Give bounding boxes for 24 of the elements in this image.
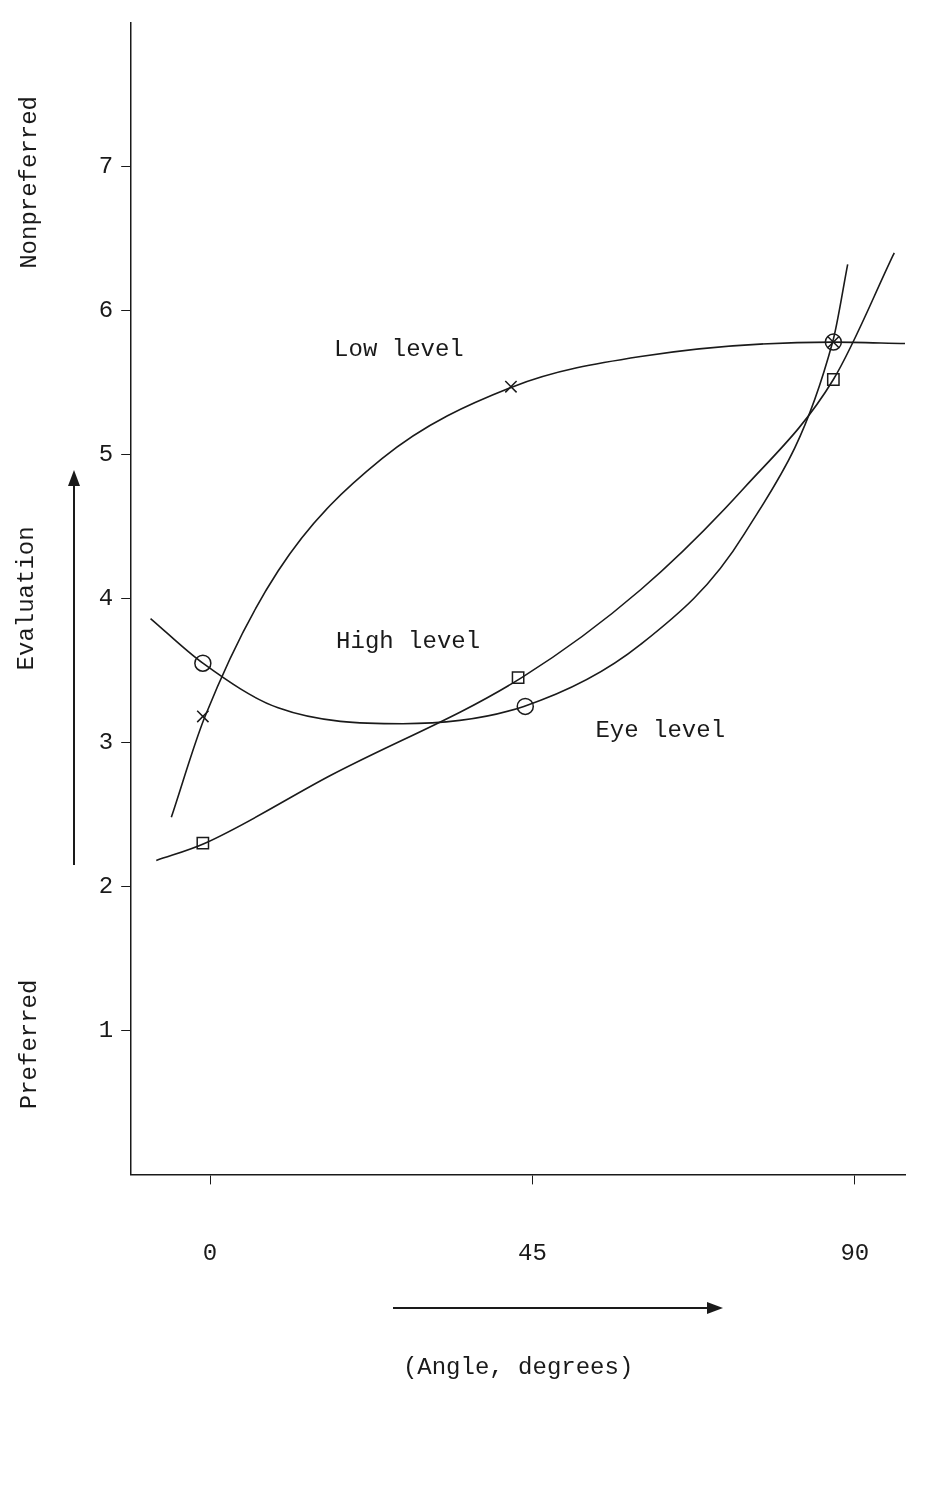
y-tick-label: 3 bbox=[98, 728, 114, 756]
text: Nonpreferred bbox=[16, 95, 44, 269]
y-tick-label: 2 bbox=[98, 872, 114, 900]
series-label: High level bbox=[336, 627, 481, 655]
point bbox=[194, 654, 212, 672]
y-tick-label: 1 bbox=[98, 1016, 114, 1044]
y-axis-title: Evaluation bbox=[12, 526, 40, 671]
x-axis-title: (Angle, degrees) bbox=[402, 1353, 634, 1381]
point bbox=[511, 671, 525, 685]
point bbox=[504, 380, 518, 394]
point bbox=[196, 710, 210, 723]
y-tick-label: 4 bbox=[98, 584, 114, 612]
point bbox=[826, 373, 840, 386]
series-label: Low level bbox=[334, 336, 464, 364]
x-tick-label: 90 bbox=[840, 1240, 870, 1268]
y-tick-label: 6 bbox=[98, 296, 114, 324]
text: Eye level bbox=[595, 716, 726, 744]
point bbox=[196, 836, 210, 850]
x-tick-label: 45 bbox=[518, 1240, 547, 1268]
text: Preferred bbox=[16, 979, 44, 1110]
y-tick-label: 5 bbox=[98, 440, 114, 468]
point bbox=[516, 697, 535, 716]
y-tick-label: 7 bbox=[98, 152, 114, 180]
x-tick-label: 0 bbox=[202, 1240, 218, 1268]
